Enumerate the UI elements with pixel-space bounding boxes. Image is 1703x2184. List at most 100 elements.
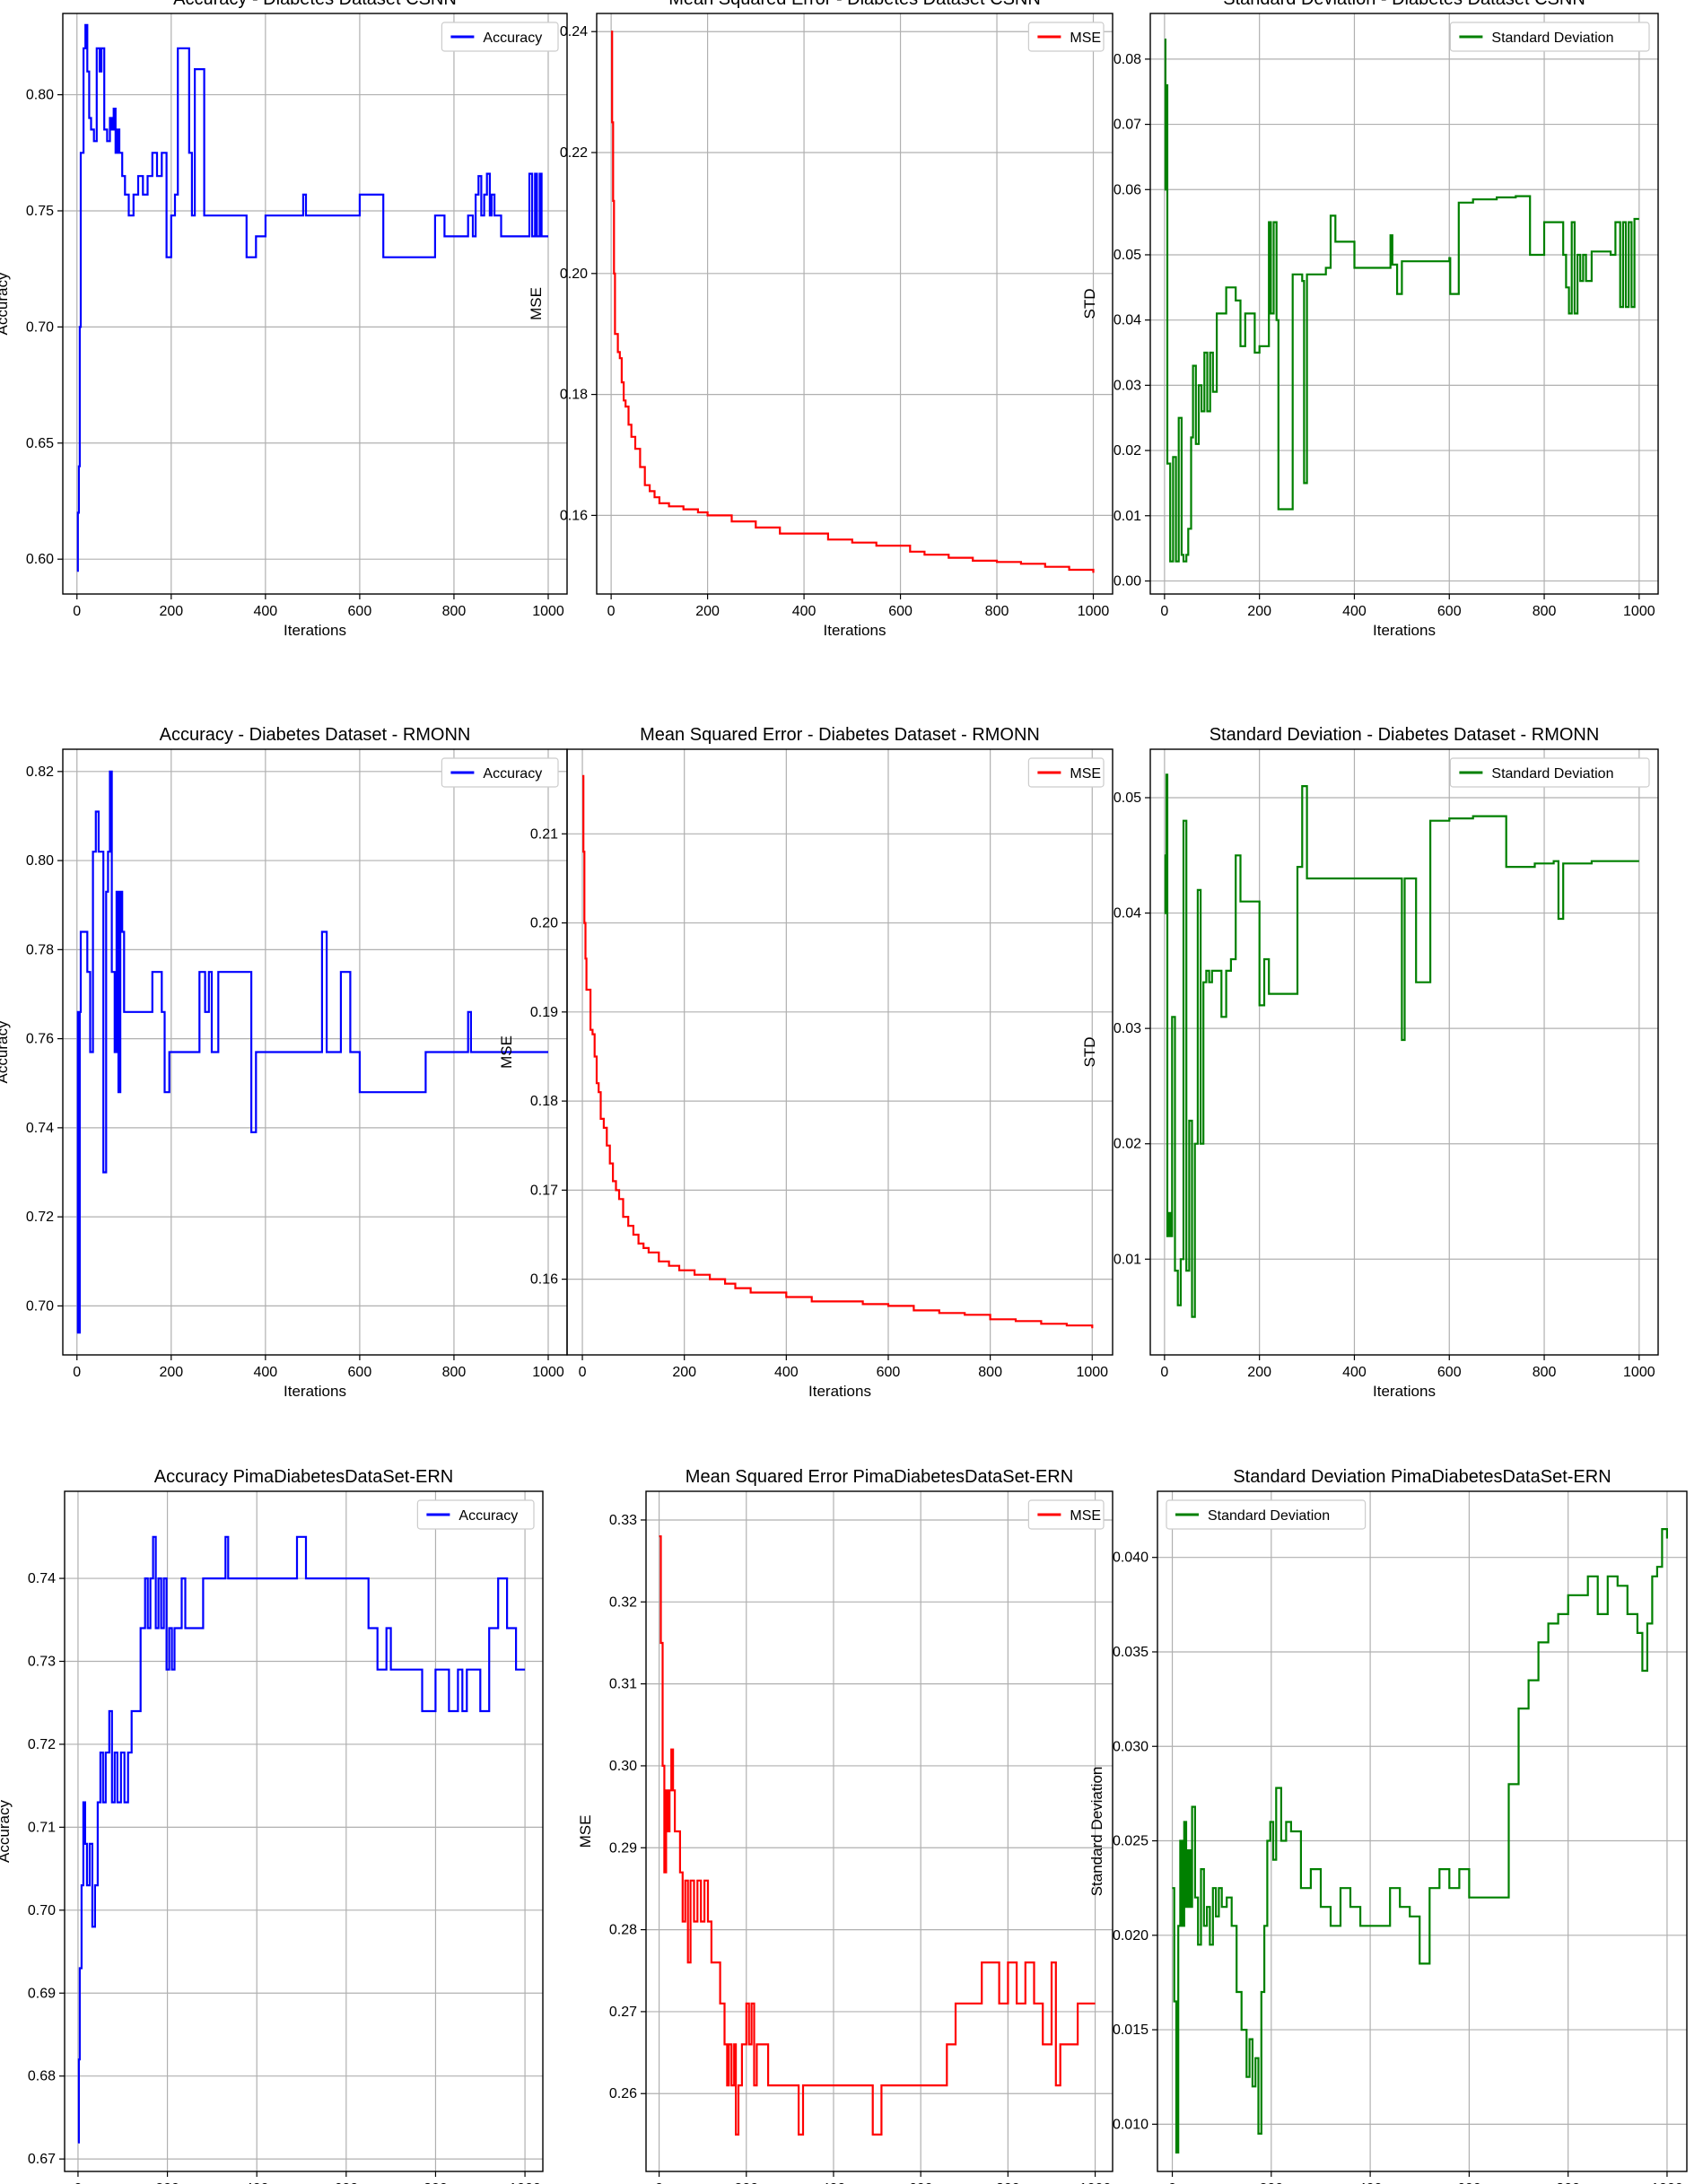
x-tick: 800 — [985, 594, 1009, 619]
y-tick-label: 0.60 — [26, 552, 54, 567]
y-tick-label: 0.74 — [26, 1121, 54, 1136]
y-tick: 0.20 — [560, 266, 597, 282]
y-tick-label: 0.025 — [1113, 1834, 1148, 1849]
chart-title: Accuracy PimaDiabetesDataSet-ERN — [154, 1467, 453, 1487]
y-tick: 0.01 — [1114, 1252, 1150, 1267]
chart-panel-5: 0 200 400 600 800 1000 0.16 0.17 0.18 0.19 0.20 0.2… — [498, 725, 1114, 1400]
x-tick: 1000 — [1623, 1355, 1655, 1380]
y-tick-label: 0.16 — [530, 1272, 558, 1288]
legend: Standard Deviation — [1449, 757, 1650, 788]
y-axis-label: MSE — [528, 287, 545, 320]
y-tick: 0.30 — [609, 1759, 646, 1774]
y-tick-label: 0.20 — [560, 266, 588, 282]
x-tick: 200 — [155, 2171, 179, 2184]
x-tick: 800 — [996, 2171, 1020, 2184]
plot-frame — [64, 1490, 544, 2172]
y-tick: 0.06 — [1114, 182, 1150, 197]
gridlines — [65, 1491, 543, 2171]
y-tick-label: 0.030 — [1113, 1739, 1148, 1754]
x-tick: 400 — [774, 1355, 799, 1380]
gridlines — [567, 749, 1113, 1355]
y-tick: 0.27 — [609, 2005, 646, 2020]
x-tick: 1000 — [1651, 2171, 1683, 2184]
y-tick-label: 0.73 — [28, 1655, 56, 1670]
legend-box — [1027, 1499, 1105, 1530]
legend-box — [1449, 22, 1650, 52]
y-tick: 0.71 — [28, 1820, 65, 1835]
y-tick: 0.025 — [1113, 1834, 1157, 1849]
y-tick: 0.08 — [1114, 52, 1150, 67]
y-tick-label: 0.24 — [560, 24, 588, 39]
x-tick-label: 1000 — [1623, 604, 1655, 619]
y-tick-label: 0.69 — [28, 1986, 56, 2001]
x-tick: 400 — [253, 594, 277, 619]
y-tick-label: 0.02 — [1114, 1137, 1141, 1152]
x-tick-label: 0 — [579, 1365, 587, 1380]
x-tick: 1000 — [1079, 2171, 1111, 2184]
y-tick-label: 0.01 — [1114, 509, 1141, 524]
x-tick: 400 — [245, 2171, 269, 2184]
y-axis-label: Accuracy — [0, 1800, 13, 1863]
y-tick-label: 0.22 — [560, 145, 588, 161]
y-tick-label: 0.28 — [609, 1923, 637, 1938]
y-tick-label: 0.80 — [26, 88, 54, 103]
y-tick-label: 0.08 — [1114, 52, 1141, 67]
y-axis-label: Accuracy — [0, 272, 11, 335]
series-line-1 — [76, 770, 548, 1334]
x-tick: 400 — [792, 594, 817, 619]
legend-entry: Standard Deviation — [1491, 31, 1613, 46]
x-axis-label: Iterations — [284, 622, 346, 639]
x-tick: 600 — [877, 1355, 901, 1380]
y-tick-label: 0.82 — [26, 764, 54, 780]
x-tick-label: 400 — [792, 604, 817, 619]
y-tick: 0.24 — [560, 24, 597, 39]
x-tick-label: 600 — [888, 604, 913, 619]
y-tick: 0.74 — [28, 1571, 65, 1586]
y-tick: 0.035 — [1113, 1645, 1157, 1660]
x-tick: 0 — [1168, 2171, 1176, 2184]
chart-title: Accuracy - Diabetes Dataset CSNN — [173, 0, 457, 9]
series-line-1 — [77, 1535, 526, 2144]
y-tick: 0.67 — [28, 2152, 65, 2167]
y-tick: 0.19 — [530, 1005, 567, 1020]
y-tick-label: 0.26 — [609, 2086, 637, 2101]
x-tick-label: 800 — [1556, 2181, 1580, 2184]
y-tick: 0.18 — [530, 1094, 567, 1109]
y-tick-label: 0.72 — [26, 1210, 54, 1225]
legend-entry: MSE — [1070, 1508, 1101, 1524]
y-tick: 0.01 — [1114, 509, 1150, 524]
gridlines — [1150, 13, 1658, 594]
x-tick: 0 — [74, 2171, 82, 2184]
y-axis-label: Standard Deviation — [1088, 1767, 1105, 1897]
chart-title: Standard Deviation PimaDiabetesDataSet-E… — [1233, 1467, 1611, 1487]
legend-box — [1027, 22, 1105, 52]
y-tick-label: 0.17 — [530, 1183, 558, 1198]
x-tick: 800 — [978, 1355, 1002, 1380]
y-tick: 0.030 — [1113, 1739, 1157, 1754]
plot-frame — [1149, 748, 1659, 1356]
x-tick: 0 — [655, 2171, 663, 2184]
y-tick-label: 0.19 — [530, 1005, 558, 1020]
y-tick: 0.33 — [609, 1513, 646, 1528]
x-tick-label: 800 — [978, 1365, 1002, 1380]
y-tick-label: 0.20 — [530, 916, 558, 931]
y-tick: 0.72 — [26, 1210, 63, 1225]
x-tick: 800 — [442, 594, 466, 619]
x-tick-label: 600 — [877, 1365, 901, 1380]
x-tick-label: 0 — [1168, 2181, 1176, 2184]
x-tick-label: 600 — [334, 2181, 358, 2184]
series-line-1 — [76, 23, 548, 572]
y-tick-label: 0.78 — [26, 942, 54, 957]
y-tick-label: 0.18 — [560, 388, 588, 403]
x-tick: 400 — [822, 2171, 845, 2184]
legend: MSE — [1027, 1499, 1105, 1530]
x-tick: 800 — [1533, 594, 1556, 619]
y-tick-label: 0.03 — [1114, 1021, 1141, 1036]
series-line-1 — [611, 31, 1095, 573]
x-tick: 1000 — [532, 1355, 564, 1380]
y-tick: 0.16 — [530, 1272, 567, 1288]
y-tick-label: 0.27 — [609, 2005, 637, 2020]
x-tick-label: 400 — [245, 2181, 269, 2184]
chart-title: Mean Squared Error - Diabetes Dataset CS… — [668, 0, 1041, 9]
x-tick-label: 200 — [672, 1365, 696, 1380]
